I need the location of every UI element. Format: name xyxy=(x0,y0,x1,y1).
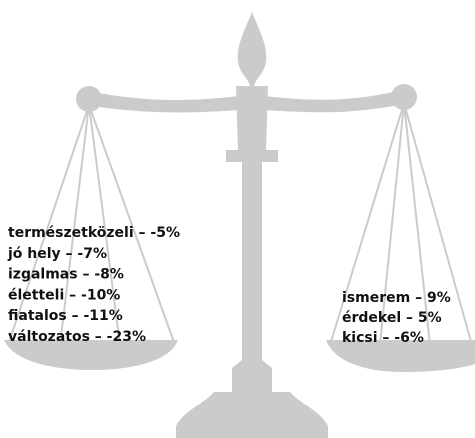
left-item: életteli – -10% xyxy=(8,287,120,303)
left-item: természetközeli – -5% xyxy=(8,225,180,241)
balance-scale xyxy=(4,12,475,438)
right-item: kicsi – -6% xyxy=(342,330,424,346)
left-item: változatos – -23% xyxy=(8,329,146,345)
left-item: izgalmas – -8% xyxy=(8,267,124,283)
left-item: jó hely – -7% xyxy=(7,246,107,262)
right-item: érdekel – 5% xyxy=(342,310,442,326)
left-item: fiatalos – -11% xyxy=(8,308,123,324)
right-item: ismerem – 9% xyxy=(342,290,451,306)
